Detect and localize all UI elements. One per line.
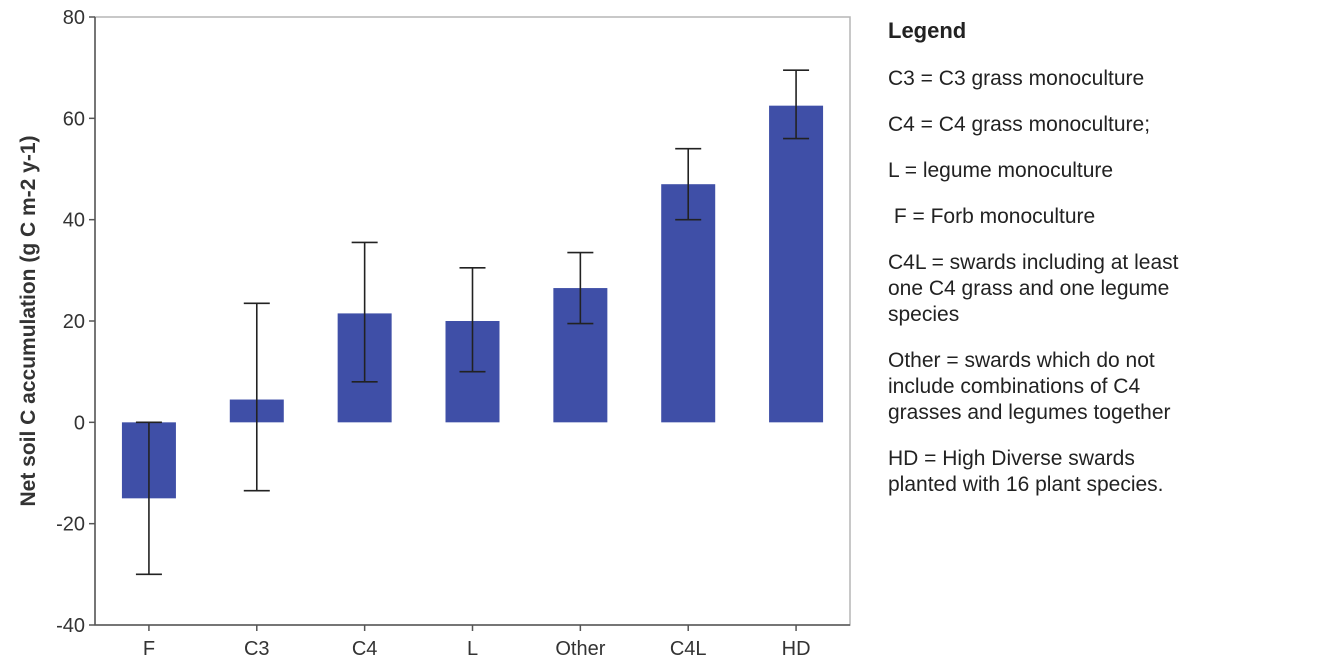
y-tick-label: 40 [63,210,85,232]
y-tick-label: 80 [63,7,85,29]
legend-item: C3 = C3 grass monoculture [888,67,1145,90]
x-tick-label: HD [782,638,811,660]
legend-items: C3 = C3 grass monoculture C4 = C4 grass m… [888,66,1318,498]
bar [661,184,716,423]
y-axis-label: Net soil C accumulation (g C m-2 y-1) [17,135,40,506]
y-tick-label: 60 [63,108,85,130]
legend-item: L = legume monoculture [888,159,1114,182]
legend-panel: Legend C3 = C3 grass monoculture C4 = C4 … [888,18,1318,518]
x-tick-label: L [467,638,478,660]
legend-item: F = Forb monoculture [888,205,1096,228]
bar-chart: -40 -20 0 20 40 60 80 F C3 C4 L Other C4L HD Net soil… [17,7,851,660]
x-tick-label: C3 [244,638,270,660]
x-tick-label: C4L [670,638,707,660]
bar [769,105,824,423]
x-tick-label: Other [555,638,605,660]
legend-title: Legend [888,18,967,43]
legend-item: Other = swards which do not include comb… [888,349,1171,424]
x-tick-label: F [143,638,155,660]
legend-item: HD = High Diverse swards planted with 16… [888,447,1164,496]
x-tick-label: C4 [352,638,378,660]
error-bar-layer [135,69,810,576]
legend-item: C4L = swards including at least one C4 g… [888,251,1179,326]
y-tick-label: -40 [56,615,85,637]
y-tick-label: 20 [63,311,85,333]
y-tick-label: 0 [74,412,85,434]
y-tick-label: -20 [56,514,85,536]
legend-item: C4 = C4 grass monoculture; [888,113,1151,136]
